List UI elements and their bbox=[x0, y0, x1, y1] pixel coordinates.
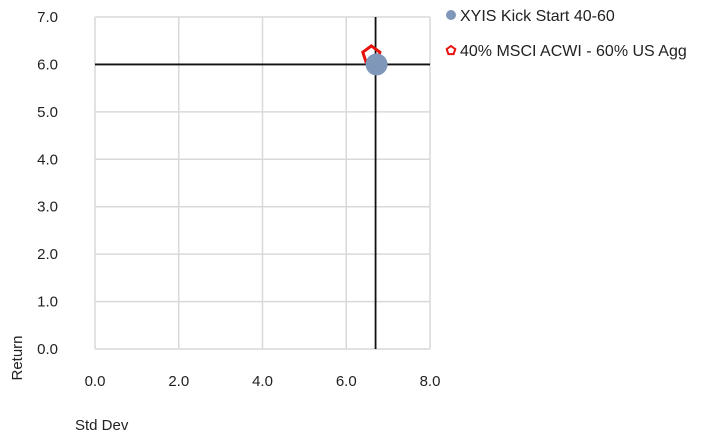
data-points bbox=[361, 44, 388, 76]
x-tick-label-4: 8.0 bbox=[420, 373, 441, 390]
grid-lines bbox=[94, 16, 431, 350]
legend: XYIS Kick Start 40-60 40% MSCI ACWI - 60… bbox=[445, 8, 687, 60]
x-tick-label-0: 0.0 bbox=[85, 373, 106, 390]
x-axis-title: Std Dev bbox=[75, 417, 129, 434]
y-tick-label-1: 1.0 bbox=[37, 294, 58, 311]
y-tick-label-2: 2.0 bbox=[37, 246, 58, 263]
point-xyis bbox=[365, 53, 388, 76]
legend-marker-benchmark bbox=[445, 44, 457, 56]
x-tick-label-2: 4.0 bbox=[252, 373, 273, 390]
y-tick-label-0: 0.0 bbox=[37, 341, 58, 358]
x-tick-label-3: 6.0 bbox=[336, 373, 357, 390]
y-tick-label-5: 5.0 bbox=[37, 104, 58, 121]
y-tick-label-7: 7.0 bbox=[37, 9, 58, 26]
y-tick-label-3: 3.0 bbox=[37, 199, 58, 216]
legend-label-benchmark: 40% MSCI ACWI - 60% US Agg bbox=[460, 43, 687, 60]
y-axis-ticks: 0.0 1.0 2.0 3.0 4.0 5.0 6.0 7.0 bbox=[37, 9, 58, 358]
y-tick-label-6: 6.0 bbox=[37, 56, 58, 73]
legend-label-xyis: XYIS Kick Start 40-60 bbox=[460, 8, 615, 25]
y-axis-title: Return bbox=[9, 335, 26, 380]
y-tick-label-4: 4.0 bbox=[37, 151, 58, 168]
legend-marker-xyis bbox=[446, 10, 456, 20]
x-axis-ticks: 0.0 2.0 4.0 6.0 8.0 bbox=[85, 373, 441, 390]
x-tick-label-1: 2.0 bbox=[168, 373, 189, 390]
